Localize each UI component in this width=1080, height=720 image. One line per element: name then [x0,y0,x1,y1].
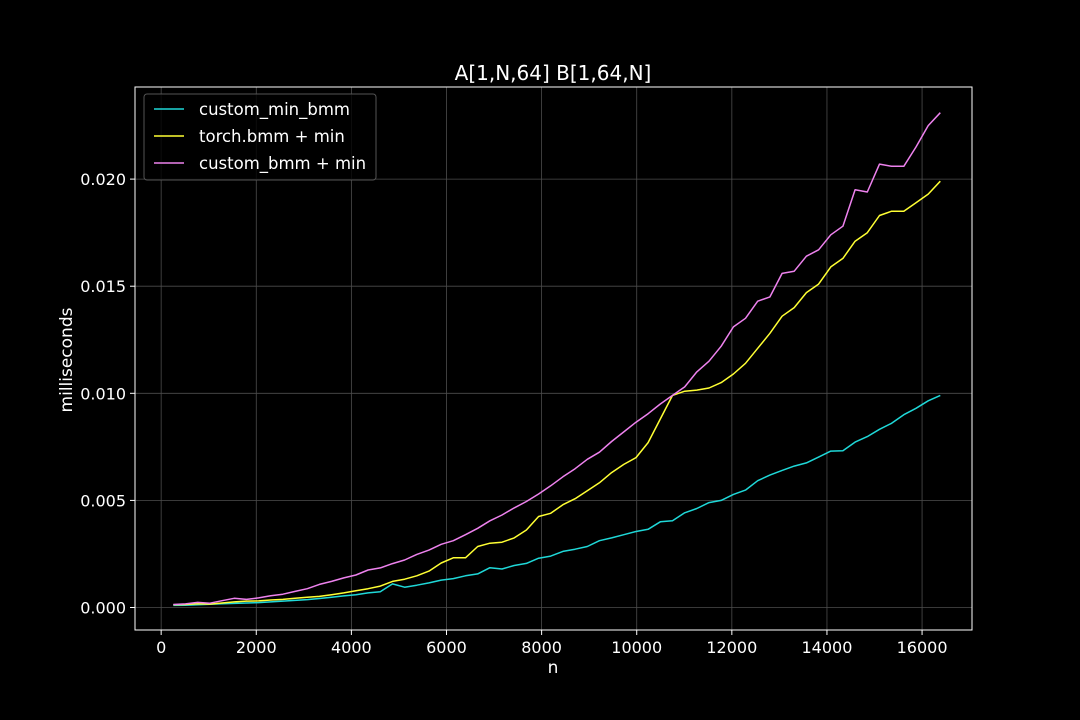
legend: custom_min_bmm torch.bmm + min custom_bm… [143,93,377,181]
y-tick-label: 0.010 [80,384,126,403]
x-tick-label: 14000 [801,638,852,657]
series-line-2 [173,112,941,606]
x-tick-label: 12000 [706,638,757,657]
x-tick-label: 6000 [426,638,467,657]
legend-label: torch.bmm + min [199,127,345,146]
legend-label: custom_min_bmm [199,100,350,120]
x-tick-label: 10000 [611,638,662,657]
x-tick-label: 2000 [236,638,277,657]
legend-label: custom_bmm + min [199,154,366,174]
y-tick-label: 0.000 [80,599,126,618]
x-tick-label: 4000 [331,638,372,657]
legend-box [143,93,377,181]
series-line-0 [173,394,941,607]
x-tick-label: 16000 [897,638,948,657]
x-tick-label: 8000 [521,638,562,657]
series-lines [173,112,941,607]
y-axis-label: milliseconds [57,307,77,412]
x-axis-ticks: 0 2000 4000 6000 8000 10000 12000 14000 16000 [156,630,948,657]
plot-frame [134,86,973,631]
x-tick-label: 0 [156,638,166,657]
chart-title: A[1,N,64] B[1,64,N] [455,61,652,85]
y-tick-label: 0.015 [80,277,126,296]
x-axis-label: n [548,658,559,678]
y-tick-label: 0.020 [80,170,126,189]
y-axis-ticks: 0.000 0.005 0.010 0.015 0.020 [80,170,135,618]
y-tick-label: 0.005 [80,491,126,510]
series-line-1 [173,180,941,606]
